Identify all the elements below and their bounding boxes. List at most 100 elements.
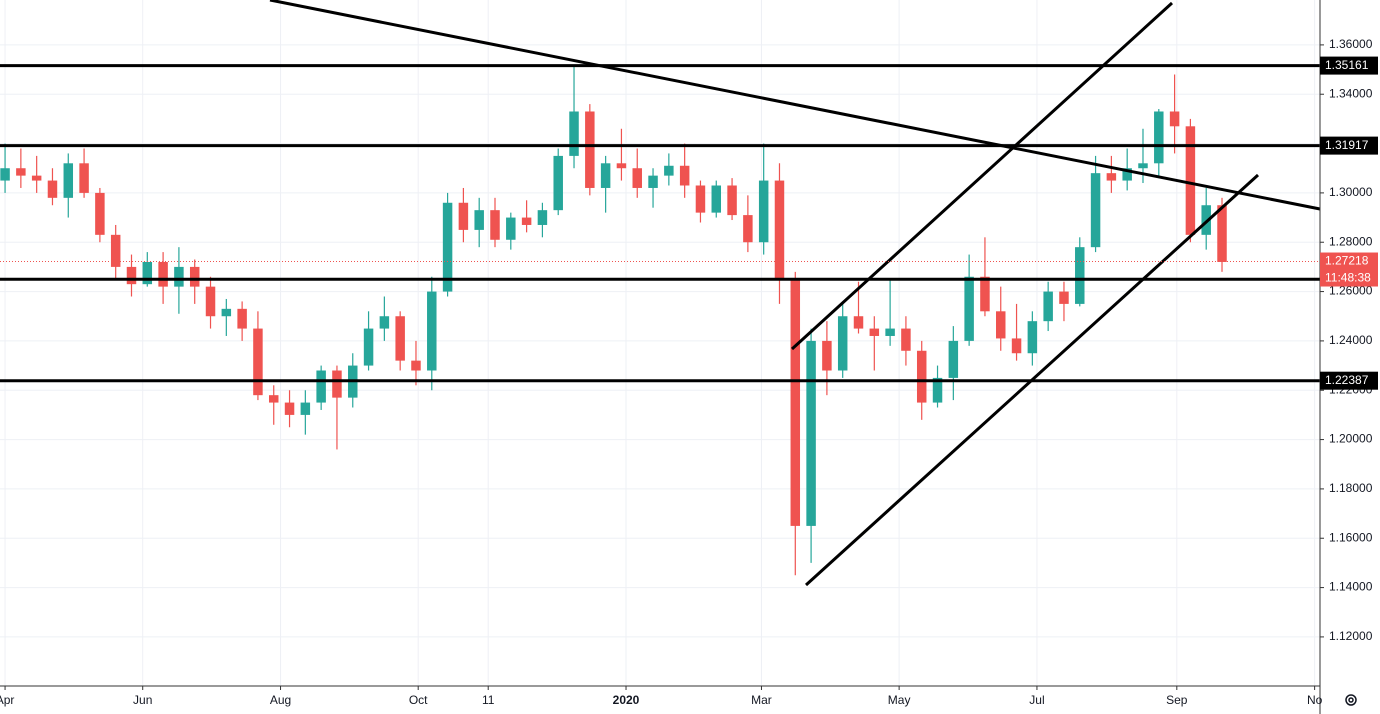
y-tick-label: 1.20000	[1329, 432, 1373, 446]
candle-body	[332, 370, 342, 398]
candle-body	[885, 328, 895, 336]
candle-body	[506, 217, 516, 240]
candle-body	[600, 163, 611, 188]
candle-body	[869, 328, 880, 336]
levels	[0, 64, 1320, 383]
level-label: 1.31917	[1325, 138, 1369, 152]
candle-body	[695, 185, 706, 213]
level-label-box	[1320, 371, 1378, 390]
settings-icon[interactable]	[1345, 694, 1357, 706]
y-tick-label: 1.36000	[1329, 37, 1373, 51]
y-tick-label: 1.14000	[1329, 580, 1373, 594]
candle-body	[932, 377, 943, 403]
candle-body	[553, 155, 563, 211]
candle-body	[521, 217, 532, 225]
candle-body	[774, 180, 785, 280]
candle-body	[1106, 173, 1117, 181]
x-tick-label: Oct	[409, 693, 428, 707]
candle-body	[711, 185, 722, 213]
candle-body	[1011, 338, 1022, 354]
candle-body	[537, 210, 548, 225]
candle-body	[1122, 168, 1132, 181]
candle-body	[1154, 111, 1164, 164]
y-tick-label: 1.18000	[1329, 481, 1373, 495]
candle-body	[0, 168, 10, 181]
candle-body	[174, 266, 184, 287]
candle-body	[948, 340, 959, 378]
candle-body	[727, 185, 737, 216]
candle-body	[648, 175, 658, 188]
candle-body	[1185, 126, 1196, 235]
candle-body	[664, 165, 674, 176]
candle-body	[1059, 291, 1069, 304]
candle-body	[1169, 111, 1180, 127]
candle-body	[427, 291, 437, 371]
candle-body	[442, 202, 453, 292]
candle-body	[79, 163, 89, 193]
candle-body	[237, 308, 247, 329]
level-label: 1.35161	[1325, 58, 1369, 72]
level-label-box	[1320, 136, 1378, 155]
x-tick-label: Apr	[0, 693, 14, 707]
trendline	[269, 0, 1321, 211]
gear[interactable]	[1345, 694, 1357, 706]
candle-body	[758, 180, 769, 243]
candle-body	[95, 192, 105, 235]
candle-body	[379, 316, 390, 329]
candle-body	[1075, 247, 1085, 304]
candle-body	[569, 111, 579, 156]
candle-body	[1090, 173, 1101, 248]
candle-body	[806, 340, 816, 526]
candle-body	[47, 180, 58, 198]
candle-body	[1043, 291, 1053, 322]
candle-body	[901, 328, 911, 351]
y-tick-label: 1.28000	[1329, 234, 1373, 248]
x-tick-label: Mar	[751, 693, 772, 707]
candle-body	[142, 261, 153, 285]
candle-body	[158, 261, 168, 287]
axes: 1.120001.140001.160001.180001.200001.220…	[0, 37, 1378, 707]
x-tick-label: 2020	[613, 693, 640, 707]
candle-body	[837, 316, 848, 371]
candle-body	[189, 266, 200, 287]
candle-body	[205, 286, 216, 317]
candle-body	[16, 168, 26, 176]
channel-upper	[790, 1, 1174, 351]
level-label: 1.22387	[1325, 373, 1369, 387]
y-tick-label: 1.24000	[1329, 333, 1373, 347]
candle-body	[126, 266, 137, 285]
candle-body	[31, 175, 42, 181]
candle-body	[1027, 321, 1038, 354]
candle-body	[395, 316, 405, 361]
x-tick-label: 11	[482, 693, 495, 707]
candle-body	[490, 210, 500, 240]
candle-body	[853, 316, 864, 329]
candle-body	[632, 168, 642, 188]
candle-body	[458, 202, 469, 230]
x-tick-label: May	[888, 693, 911, 707]
x-tick-label: No	[1307, 693, 1323, 707]
candle-body	[411, 360, 421, 371]
candle-body	[585, 111, 595, 188]
last-price-label: 1.27218	[1325, 254, 1369, 268]
y-tick-label: 1.16000	[1329, 530, 1373, 544]
last-price-box	[1320, 252, 1378, 287]
candle-body	[268, 395, 279, 403]
candle-body	[300, 402, 311, 415]
y-tick-label: 1.26000	[1329, 284, 1373, 298]
level-label-box	[1320, 56, 1378, 75]
x-tick-label: Jun	[133, 693, 152, 707]
grid	[0, 0, 1320, 686]
x-tick-label: Aug	[270, 693, 291, 707]
candle-body	[63, 163, 74, 198]
candle-body	[110, 234, 121, 267]
gear-center[interactable]	[1348, 697, 1354, 703]
candle-body	[743, 215, 753, 243]
candle-body	[916, 350, 927, 403]
candle-body	[822, 340, 832, 371]
candle-body	[474, 210, 484, 230]
candle-body	[1138, 163, 1148, 169]
y-tick-label: 1.12000	[1329, 629, 1373, 643]
